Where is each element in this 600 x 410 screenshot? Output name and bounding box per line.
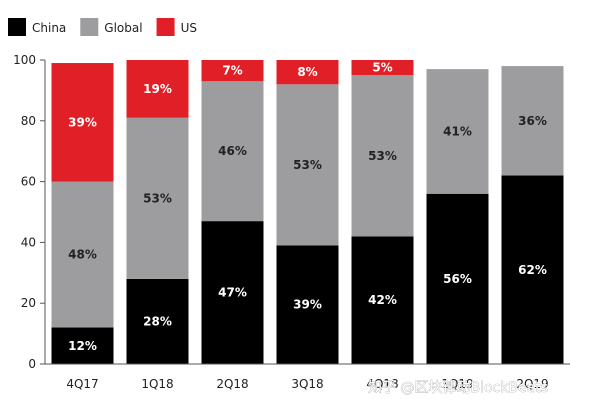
- bar-segment-china-4q18: [351, 236, 414, 364]
- y-axis: 0 20 40 60 80 100: [13, 53, 46, 371]
- data-label-china-3q18: 39%: [293, 298, 322, 312]
- bar-group-1q18: 28% 53% 19%: [126, 60, 189, 364]
- data-label-us-4q18: 5%: [372, 61, 392, 75]
- bar-segment-us-3q18: [276, 60, 339, 85]
- bar-group-4q18: 42% 53% 5%: [351, 60, 414, 364]
- data-label-global-4q17: 48%: [68, 248, 97, 262]
- x-tick-label-2q18: 2Q18: [216, 377, 248, 391]
- legend-swatch-china: [8, 18, 26, 36]
- bar-segment-china-2q18: [201, 221, 264, 364]
- data-label-global-2q18: 46%: [218, 144, 247, 158]
- y-tick-label-40: 40: [21, 235, 36, 249]
- legend-label-global: Global: [104, 21, 142, 35]
- x-tick-label-1q18: 1Q18: [141, 377, 173, 391]
- x-tick-label-4q18: 4Q18: [366, 377, 398, 391]
- data-label-china-2q18: 47%: [218, 286, 247, 300]
- data-label-global-1q19: 41%: [443, 124, 472, 138]
- y-tick-label-100: 100: [13, 53, 36, 67]
- data-label-us-1q18: 19%: [143, 82, 172, 96]
- data-label-global-3q18: 53%: [293, 158, 322, 172]
- bar-segment-us-1q18: [126, 60, 189, 118]
- watermark-text: 知乎 @区块律动BlockBeats: [368, 379, 548, 396]
- data-label-global-2q19: 36%: [518, 114, 547, 128]
- x-tick-label-3q18: 3Q18: [291, 377, 323, 391]
- bar-group-1q19: 56% 41%: [426, 69, 489, 364]
- bar-segment-us-2q18: [201, 60, 264, 82]
- bar-group-4q17: 12% 48% 39%: [51, 63, 114, 364]
- bar-segment-us-4q18: [351, 60, 414, 76]
- legend-swatch-us: [156, 18, 175, 36]
- data-label-china-4q18: 42%: [368, 293, 397, 307]
- y-tick-label-80: 80: [21, 114, 36, 128]
- y-tick-label-60: 60: [21, 175, 36, 189]
- bar-segment-global-3q18: [276, 84, 339, 246]
- legend-label-china: China: [32, 21, 66, 35]
- bar-group-2q19: 62% 36%: [501, 66, 564, 364]
- data-label-china-4q17: 12%: [68, 339, 97, 353]
- bars: 12% 48% 39% 28% 53% 19% 47% 46% 7% 39% 53% 8% 42% 53%…: [51, 60, 564, 364]
- y-tick-label-20: 20: [21, 296, 36, 310]
- bar-group-2q18: 47% 46% 7%: [201, 60, 264, 364]
- bar-segment-global-1q19: [426, 69, 489, 194]
- bar-segment-china-1q18: [126, 278, 189, 364]
- data-label-us-2q18: 7%: [222, 64, 242, 78]
- data-label-china-2q19: 62%: [518, 263, 547, 277]
- data-label-china-1q19: 56%: [443, 272, 472, 286]
- bar-segment-china-2q19: [501, 175, 564, 364]
- bar-segment-global-4q17: [51, 181, 114, 328]
- bar-segment-global-2q19: [501, 66, 564, 176]
- x-axis: 4Q17 1Q18 2Q18 3Q18 4Q18 1Q19 2Q19: [45, 363, 570, 391]
- legend-swatch-global: [80, 18, 99, 36]
- bar-segment-china-3q18: [276, 245, 339, 364]
- data-label-us-3q18: 8%: [297, 65, 317, 79]
- legend-label-us: US: [181, 21, 197, 35]
- data-label-us-4q17: 39%: [68, 115, 97, 129]
- bar-segment-global-2q18: [201, 81, 264, 222]
- bar-segment-us-4q17: [51, 63, 114, 182]
- bar-group-3q18: 39% 53% 8%: [276, 60, 339, 364]
- bar-segment-global-1q18: [126, 117, 189, 279]
- data-label-china-1q18: 28%: [143, 314, 172, 328]
- x-tick-label-1q19: 1Q19: [441, 377, 473, 391]
- x-tick-label-2q19: 2Q19: [516, 377, 548, 391]
- data-label-global-4q18: 53%: [368, 149, 397, 163]
- bar-segment-china-1q19: [426, 193, 489, 364]
- data-label-global-1q18: 53%: [143, 191, 172, 205]
- bar-segment-china-4q17: [51, 327, 114, 364]
- bar-segment-global-4q18: [351, 75, 414, 237]
- legend: China Global US: [8, 18, 197, 36]
- x-tick-label-4q17: 4Q17: [66, 377, 98, 391]
- y-tick-label-0: 0: [28, 357, 36, 371]
